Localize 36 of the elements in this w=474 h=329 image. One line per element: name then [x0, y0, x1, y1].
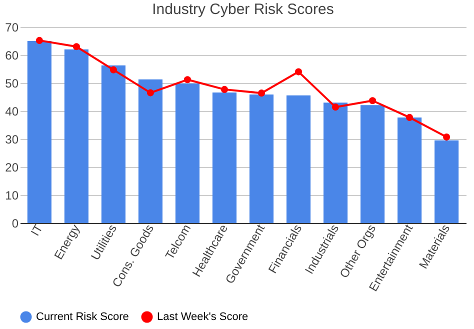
point [258, 90, 266, 97]
point [369, 97, 376, 104]
point [332, 104, 340, 111]
bar [286, 95, 311, 223]
point [36, 36, 43, 44]
bar [27, 41, 52, 223]
y-tick-label: 40 [5, 104, 19, 118]
bar [64, 49, 88, 223]
point [443, 134, 450, 141]
point [146, 89, 154, 96]
bar [212, 92, 237, 223]
point [294, 68, 302, 76]
point [184, 76, 192, 84]
y-tick-label: 0 [12, 216, 19, 230]
legend-label: Current Risk Score [36, 311, 129, 323]
y-tick-label: 10 [5, 188, 19, 202]
point [406, 114, 414, 121]
bar [175, 84, 200, 223]
legend-label: Last Week's Score [157, 311, 248, 323]
bar [324, 102, 348, 223]
bar [434, 140, 459, 223]
point [110, 66, 117, 74]
y-tick-label: 70 [5, 20, 19, 34]
y-tick-label: 30 [5, 132, 19, 146]
point [72, 43, 80, 50]
point [220, 86, 228, 93]
y-tick-label: 60 [5, 48, 19, 62]
bar [360, 105, 385, 223]
bar [398, 117, 422, 223]
x-tick-label: IT [28, 221, 46, 238]
chart-title: Industry Cyber Risk Scores [152, 1, 334, 18]
bar [101, 65, 126, 223]
y-tick-label: 50 [5, 76, 19, 90]
y-tick-label: 20 [5, 160, 19, 174]
bar [249, 94, 274, 223]
bar [138, 79, 162, 223]
